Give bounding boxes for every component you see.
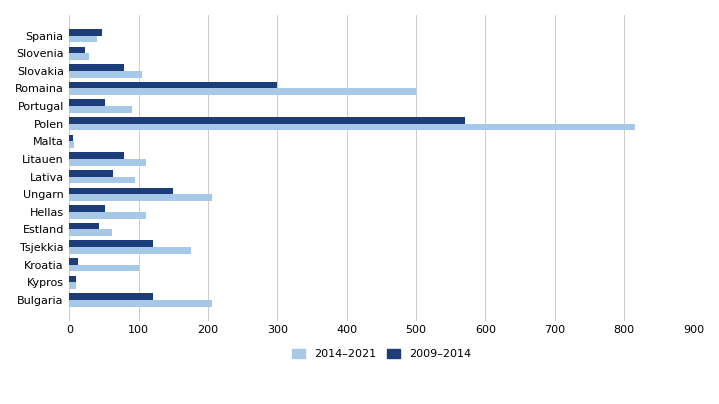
Bar xyxy=(70,265,139,271)
Bar xyxy=(70,240,152,247)
Bar xyxy=(70,223,99,229)
Bar xyxy=(70,212,146,219)
Bar xyxy=(70,282,76,289)
Bar xyxy=(70,82,278,88)
Bar xyxy=(70,71,142,78)
Bar xyxy=(70,293,152,300)
Bar xyxy=(70,258,78,265)
Bar xyxy=(70,29,102,36)
Bar xyxy=(70,106,132,113)
Bar xyxy=(70,141,74,148)
Bar xyxy=(70,187,173,194)
Bar xyxy=(70,205,106,212)
Bar xyxy=(70,124,634,130)
Bar xyxy=(70,152,124,159)
Bar xyxy=(70,46,85,53)
Legend: 2014–2021, 2009–2014: 2014–2021, 2009–2014 xyxy=(287,345,476,364)
Bar xyxy=(70,88,416,95)
Bar xyxy=(70,247,191,254)
Bar xyxy=(70,117,464,124)
Bar xyxy=(70,300,211,307)
Bar xyxy=(70,64,124,71)
Bar xyxy=(70,276,76,282)
Bar xyxy=(70,177,135,183)
Bar xyxy=(70,36,97,42)
Bar xyxy=(70,99,106,106)
Bar xyxy=(70,159,146,166)
Bar xyxy=(70,170,113,177)
Bar xyxy=(70,53,89,60)
Bar xyxy=(70,135,73,141)
Bar xyxy=(70,229,112,236)
Bar xyxy=(70,194,211,201)
